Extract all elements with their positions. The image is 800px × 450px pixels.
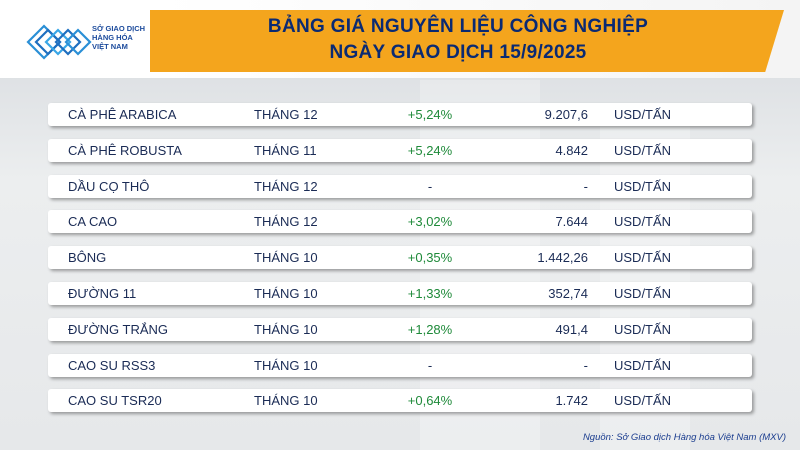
commodity-name: CÀ PHÊ ARABICA [68,107,177,122]
price-value: 1.742 [555,393,588,409]
logo-text-line: HÀNG HÓA [92,33,133,42]
price-unit: USD/TẤN [614,214,672,230]
price-change: +1,33% [407,285,453,301]
price-unit: USD/TẤN [614,142,672,158]
logo-text-line: SỞ GIAO DỊCH [92,24,146,33]
price-value: - [583,357,588,373]
table-row: CA CAO THÁNG 12 +3,02% 7.644 USD/TẤN [48,210,752,234]
price-unit: USD/TẤN [614,285,672,301]
commodity-name: CAO SU RSS3 [68,357,156,373]
contract-month: THÁNG 10 [254,250,318,266]
price-change: - [427,178,433,194]
contract-month: THÁNG 10 [254,285,318,301]
price-value: 9.207,6 [544,107,588,122]
price-unit: USD/TẤN [614,178,672,194]
table-row: CÀ PHÊ ROBUSTA THÁNG 11 +5,24% 4.842 USD… [48,138,752,162]
commodity-name: CA CAO [68,214,118,230]
table-row: ĐƯỜNG 11 THÁNG 10 +1,33% 352,74 USD/TẤN [48,281,752,305]
price-value: 1.442,26 [537,250,588,266]
table-row: BÔNG THÁNG 10 +0,35% 1.442,26 USD/TẤN [48,246,752,270]
header-banner [158,10,784,72]
title-line-2: NGÀY GIAO DỊCH 15/9/2025 [329,42,587,63]
commodity-name: ĐƯỜNG TRẮNG [68,321,169,337]
contract-month: THÁNG 11 [254,142,317,158]
price-unit: USD/TẤN [614,107,672,122]
source-note: Nguồn: Sở Giao dịch Hàng hóa Việt Nam (M… [582,432,786,443]
price-unit: USD/TẤN [614,321,672,337]
price-change: +5,24% [407,142,453,158]
commodity-name: CÀ PHÊ ROBUSTA [68,142,182,158]
commodity-name: ĐƯỜNG 11 [68,285,137,301]
contract-month: THÁNG 10 [254,321,318,337]
contract-month: THÁNG 12 [254,214,318,230]
price-value: 491,4 [555,321,588,337]
price-change: +3,02% [407,214,453,230]
table-row: ĐƯỜNG TRẮNG THÁNG 10 +1,28% 491,4 USD/TẤ… [48,317,752,341]
commodity-name: CAO SU TSR20 [68,393,162,409]
table-row: CÀ PHÊ ARABICA THÁNG 12 +5,24% 9.207,6 U… [48,103,752,126]
price-change: +0,64% [407,393,453,409]
contract-month: THÁNG 10 [254,393,318,409]
price-change: - [427,357,433,373]
price-unit: USD/TẤN [614,393,672,409]
mxv-logo [26,24,92,60]
price-value: 352,74 [548,285,588,301]
contract-month: THÁNG 12 [254,107,318,122]
table-row: CAO SU TSR20 THÁNG 10 +0,64% 1.742 USD/T… [48,389,752,413]
page-title: BẢNG GIÁ NGUYÊN LIỆU CÔNG NGHIỆP NGÀY GI… [158,14,758,66]
price-value: 7.644 [555,214,588,230]
contract-month: THÁNG 10 [254,357,318,373]
price-table: CÀ PHÊ ARABICA THÁNG 12 +5,24% 9.207,6 U… [48,103,752,425]
table-row: CAO SU RSS3 THÁNG 10 - - USD/TẤN [48,353,752,377]
price-value: - [583,178,588,194]
price-change: +5,24% [407,107,453,122]
price-change: +1,28% [407,321,453,337]
contract-month: THÁNG 12 [254,178,318,194]
logo-text: SỞ GIAO DỊCH HÀNG HÓA VIỆT NAM [92,24,162,51]
price-change: +0,35% [407,250,453,266]
title-line-1: BẢNG GIÁ NGUYÊN LIỆU CÔNG NGHIỆP [267,16,649,37]
price-unit: USD/TẤN [614,357,672,373]
commodity-name: BÔNG [68,250,107,266]
commodity-name: DẦU CỌ THÔ [68,178,150,194]
price-unit: USD/TẤN [614,250,672,266]
price-value: 4.842 [555,142,588,158]
logo-text-line: VIỆT NAM [92,42,128,51]
table-row: DẦU CỌ THÔ THÁNG 12 - - USD/TẤN [48,174,752,198]
